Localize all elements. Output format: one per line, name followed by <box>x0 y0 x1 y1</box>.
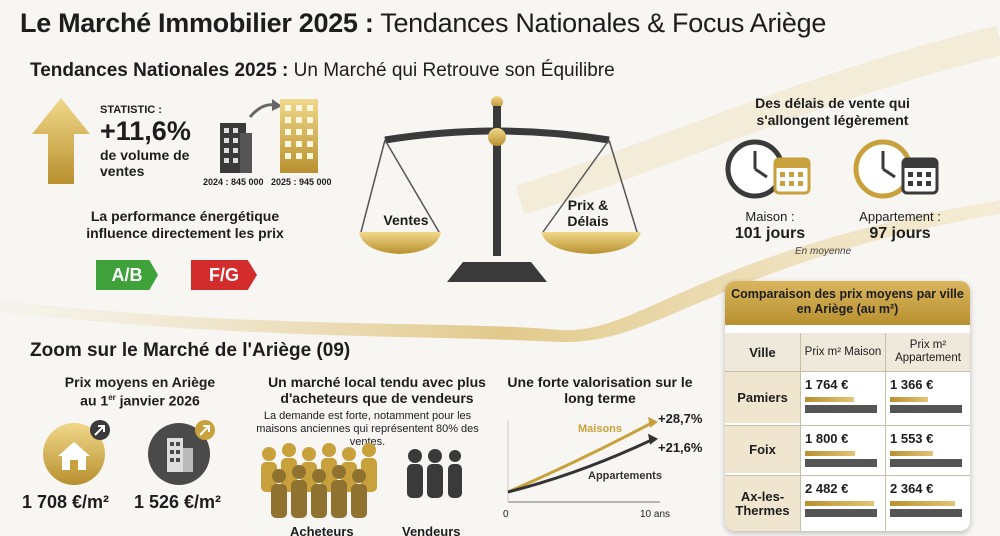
table-city-cell: Pamiers <box>725 372 800 423</box>
x-tick-label-end: 10 ans <box>640 509 671 520</box>
stat-value: +11,6% <box>100 116 191 146</box>
table-col-house: Prix m² Maison <box>801 333 885 371</box>
delay-house-label: Maison : <box>745 209 795 224</box>
scale-left-label: Ventes <box>383 212 429 228</box>
table-flat-bar <box>890 451 933 456</box>
growth-chart <box>507 416 660 503</box>
house-price-value: 1 708 €/m² <box>22 492 110 512</box>
table-flat-price: 1 553 € <box>890 431 934 446</box>
buyers-label: Acheteurs <box>290 524 354 536</box>
series-label-appartements: Appartements <box>588 470 662 482</box>
table-house-bar <box>805 451 855 456</box>
table-house-bar-bg <box>805 509 877 517</box>
energy-badge-good: A/B <box>96 260 158 290</box>
table-house-bar <box>805 501 874 506</box>
table-flat-bar-bg <box>890 509 962 517</box>
tense-market-desc: La demande est forte, notamment pour les… <box>256 410 479 448</box>
table-city-cell: Foix <box>725 426 800 473</box>
table-city-cell: Ax-les-Thermes <box>725 476 800 531</box>
buildings-icon <box>220 99 318 173</box>
series-arrow-0 <box>648 416 658 428</box>
series-arrow-1 <box>648 433 658 445</box>
scale-right-label: Prix & Délais <box>567 197 609 229</box>
stat-label: STATISTIC : <box>100 104 162 116</box>
table-flat-price: 1 366 € <box>890 377 934 392</box>
table-col-flat: Prix m² Appartement <box>886 333 970 371</box>
table-title: Comparaison des prix moyens par ville en… <box>731 287 964 316</box>
table-col-city: Ville <box>725 333 800 371</box>
table-flat-price: 2 364 € <box>890 481 934 496</box>
table-house-bar-bg <box>805 405 877 413</box>
series-line-0 <box>507 422 651 494</box>
series-value-appartements: +21,6% <box>658 440 703 455</box>
delay-house-value: 101 jours <box>734 225 806 242</box>
building-2024-label: 2024 : 845 000 <box>203 177 264 187</box>
table-house-bar <box>805 397 854 402</box>
table-house-price: 2 482 € <box>805 481 849 496</box>
delay-flat-value: 97 jours <box>869 225 931 242</box>
clock-calendar-icon <box>853 139 939 199</box>
table-flat-bar <box>890 501 955 506</box>
table-row-divider <box>725 475 970 476</box>
sellers-label: Vendeurs <box>402 524 461 536</box>
growth-title: Une forte valorisation sur le long terme <box>507 374 693 406</box>
house-price-icon <box>43 420 110 485</box>
series-line-1 <box>507 439 651 494</box>
table-house-price: 1 764 € <box>805 377 849 392</box>
delay-note: En moyenne <box>795 246 852 257</box>
table-col-divider <box>800 333 801 531</box>
apartment-price-icon <box>148 420 215 485</box>
up-arrow-icon <box>32 98 90 184</box>
delays-title: Des délais de vente qui s'allongent légè… <box>755 95 910 128</box>
table-header <box>725 281 970 325</box>
table-house-price: 1 800 € <box>805 431 849 446</box>
comparison-table: Comparaison des prix moyens par ville en… <box>725 281 970 531</box>
national-subtitle: Tendances Nationales 2025 : Un Marché qu… <box>30 60 615 81</box>
table-col-divider <box>885 333 886 531</box>
stat-description: de volume de ventes <box>100 147 190 179</box>
flat-price-value: 1 526 €/m² <box>134 492 222 512</box>
building-2025-label: 2025 : 945 000 <box>271 177 332 187</box>
table-flat-bar <box>890 397 928 402</box>
balance-scale-icon <box>359 96 641 282</box>
table-flat-bar-bg <box>890 405 962 413</box>
prices-title: Prix moyens en Ariège au 1er janvier 202… <box>64 374 216 409</box>
clock-calendar-icon <box>725 139 811 199</box>
series-value-maisons: +28,7% <box>658 411 703 426</box>
energy-badge-bad: F/G <box>191 260 257 290</box>
table-row-divider <box>725 371 970 372</box>
energy-title: La performance énergétique influence dir… <box>86 208 284 241</box>
x-tick-label-start: 0 <box>503 509 509 520</box>
table-row-divider <box>725 425 970 426</box>
series-label-maisons: Maisons <box>578 423 623 435</box>
tense-market-title: Un marché local tendu avec plus d'achete… <box>268 374 486 406</box>
table-house-bar-bg <box>805 459 877 467</box>
table-flat-bar-bg <box>890 459 962 467</box>
people-crowd-icon <box>261 443 462 518</box>
delay-flat-label: Appartement : <box>859 209 941 224</box>
ariege-title: Zoom sur le Marché de l'Ariège (09) <box>30 340 351 361</box>
page-title: Le Marché Immobilier 2025 : Tendances Na… <box>20 8 827 38</box>
